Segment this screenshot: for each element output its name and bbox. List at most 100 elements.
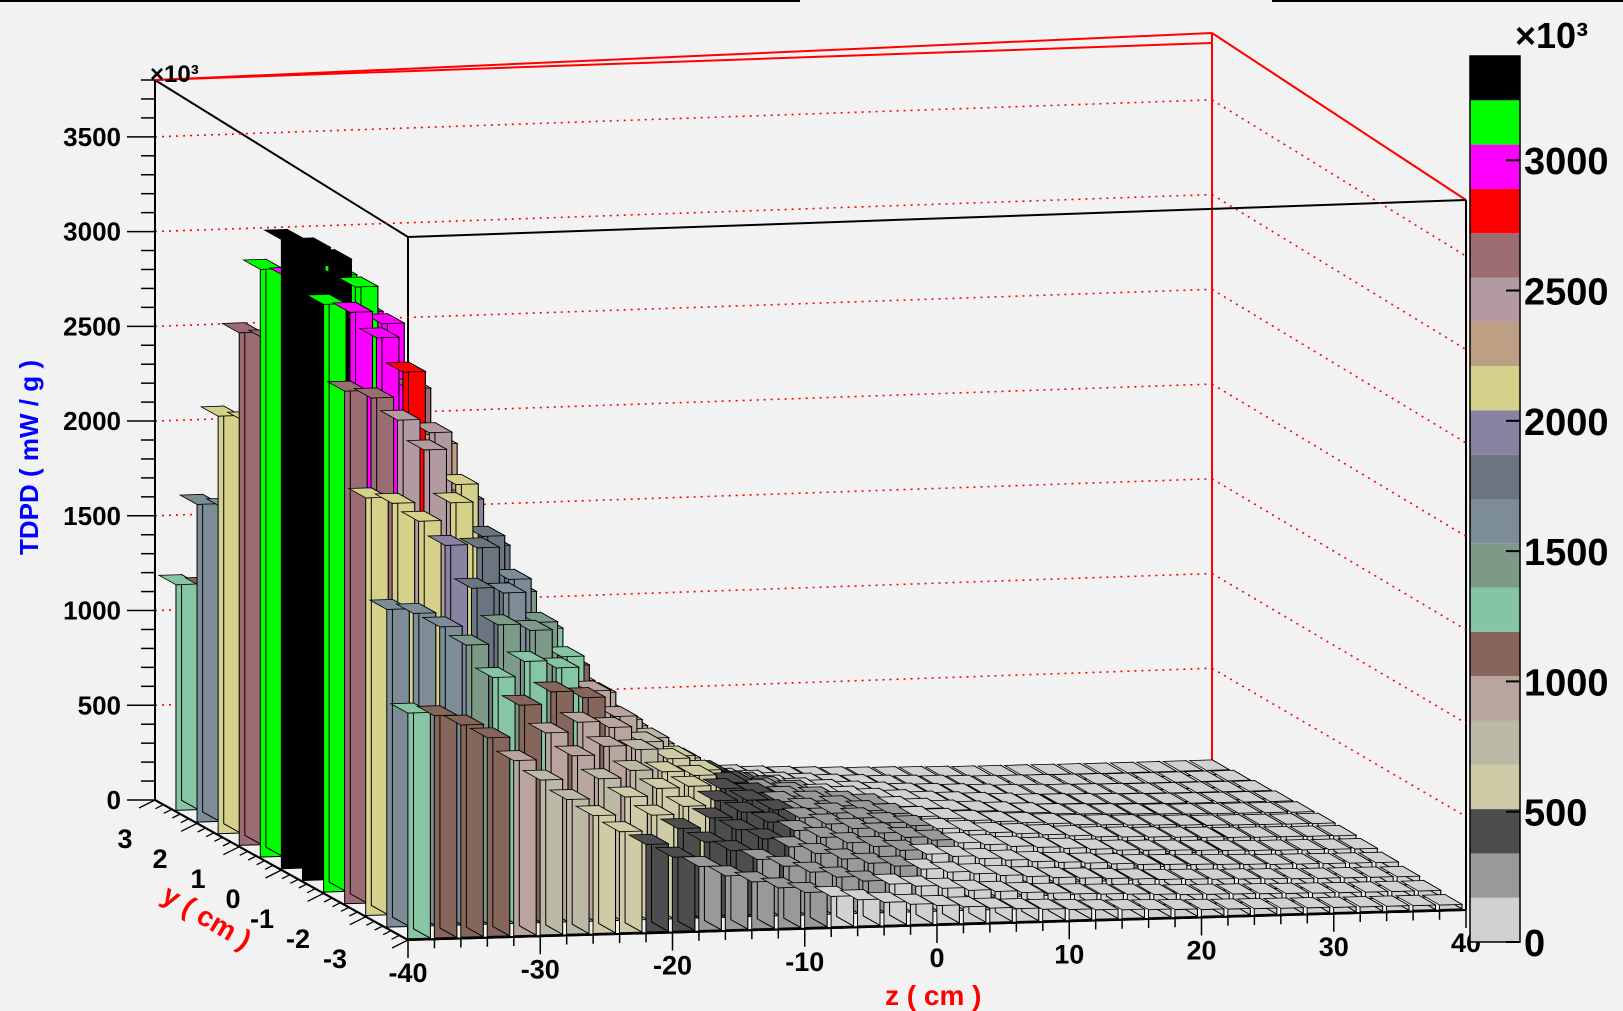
bar <box>1341 895 1384 913</box>
bar <box>680 855 723 932</box>
y-axis-title: y ( cm ) <box>157 879 257 956</box>
palette-tick-label: 2500 <box>1524 272 1609 314</box>
bar <box>786 881 829 929</box>
y-tick-label: 2 <box>152 844 167 874</box>
palette-swatch <box>1470 499 1520 544</box>
bar <box>812 885 856 928</box>
bar <box>1320 881 1363 901</box>
bar <box>1315 896 1358 913</box>
bar <box>157 573 200 811</box>
palette-swatch <box>1470 144 1520 189</box>
bar <box>1288 896 1332 914</box>
bar <box>918 894 961 925</box>
palette-swatch <box>1470 676 1520 721</box>
gridline <box>1211 99 1467 257</box>
bar <box>1077 898 1120 920</box>
bar <box>654 846 697 932</box>
palette-swatch <box>1470 764 1520 810</box>
palette-swatch <box>1470 277 1520 322</box>
z-axis-title: TDPD ( mW / g ) <box>14 360 44 555</box>
z-exponent-label: ×10³ <box>150 61 199 88</box>
x-tick-label: 30 <box>1319 932 1349 962</box>
bar <box>1130 898 1173 919</box>
y-tick-label: 1 <box>190 864 205 894</box>
gridline <box>154 99 1213 138</box>
gridline <box>1211 288 1467 444</box>
bar <box>548 788 591 935</box>
bar <box>1024 898 1067 922</box>
z-tick-label: 1000 <box>63 596 121 626</box>
palette-swatch <box>1470 853 1520 898</box>
x-tick-label: -10 <box>785 947 824 977</box>
z-axis: 0 500 1000 1500 2000 2500 3000 3500 <box>63 79 156 815</box>
bar <box>601 820 644 934</box>
lego-bars <box>157 228 1464 940</box>
palette-swatch <box>1470 720 1520 765</box>
y-tick-label: -2 <box>286 924 310 954</box>
bar <box>1103 898 1146 920</box>
palette-swatch <box>1470 587 1520 632</box>
palette-swatch <box>1470 366 1520 411</box>
bar <box>971 896 1014 923</box>
palette-swatch <box>1470 233 1520 278</box>
bar <box>368 598 411 928</box>
bar <box>1262 897 1305 915</box>
z-tick-label: 1500 <box>63 501 121 531</box>
bar <box>997 897 1041 923</box>
bar <box>1394 894 1437 911</box>
bar <box>326 380 369 905</box>
bar <box>442 714 485 938</box>
palette-tick-label: 0 <box>1524 923 1545 965</box>
bar <box>468 726 512 938</box>
bar <box>263 228 306 870</box>
gridline <box>1211 478 1467 631</box>
bar <box>1183 898 1226 917</box>
bar <box>415 704 459 939</box>
z-tick-label: 500 <box>78 690 121 720</box>
palette-tick-label: 1000 <box>1524 662 1609 704</box>
z-tick-label: 3500 <box>63 122 121 152</box>
palette-tick-label: 2000 <box>1524 402 1609 444</box>
bar <box>389 702 432 940</box>
bar <box>199 405 243 835</box>
palette-swatch <box>1470 56 1520 101</box>
palette-swatch <box>1470 543 1520 588</box>
bar <box>305 293 348 893</box>
bar <box>1235 897 1279 916</box>
bar <box>521 769 565 936</box>
bar <box>220 321 264 846</box>
gridline <box>1211 193 1467 351</box>
palette-tick-label: 3000 <box>1524 141 1609 183</box>
gridline <box>1211 667 1467 818</box>
x-tick-label: -20 <box>653 951 692 981</box>
y-tick-label: 0 <box>225 884 240 914</box>
gridline <box>154 193 1213 233</box>
bar <box>495 749 538 937</box>
y-tick-label: -1 <box>250 904 274 934</box>
palette-exponent-label: ×10³ <box>1515 15 1588 56</box>
color-palette: 0 500 1000 1500 2000 2500 3000 <box>1469 55 1609 965</box>
bar <box>1421 893 1464 910</box>
x-tick-label: 0 <box>929 943 944 973</box>
x-tick-label: 10 <box>1054 939 1084 969</box>
x-tick-label: -30 <box>521 954 560 984</box>
palette-tick-label: 1500 <box>1524 532 1609 574</box>
bar <box>627 833 670 933</box>
z-tick-label: 0 <box>107 785 121 815</box>
y-tick-label: -3 <box>323 944 347 974</box>
bar <box>839 888 882 927</box>
x-axis: -40 -30 -20 -10 0 10 20 30 40 <box>388 909 1481 988</box>
z-tick-label: 2000 <box>63 406 121 436</box>
gridline <box>1211 572 1467 724</box>
palette-swatch <box>1470 321 1520 367</box>
x-tick-label: -40 <box>388 958 427 988</box>
palette-swatch <box>1470 188 1520 234</box>
bar <box>1368 894 1411 912</box>
x-tick-label: 20 <box>1186 936 1216 966</box>
bar <box>574 804 617 935</box>
bar <box>759 876 803 929</box>
palette-swatch <box>1470 631 1520 677</box>
palette-swatch <box>1470 809 1520 854</box>
